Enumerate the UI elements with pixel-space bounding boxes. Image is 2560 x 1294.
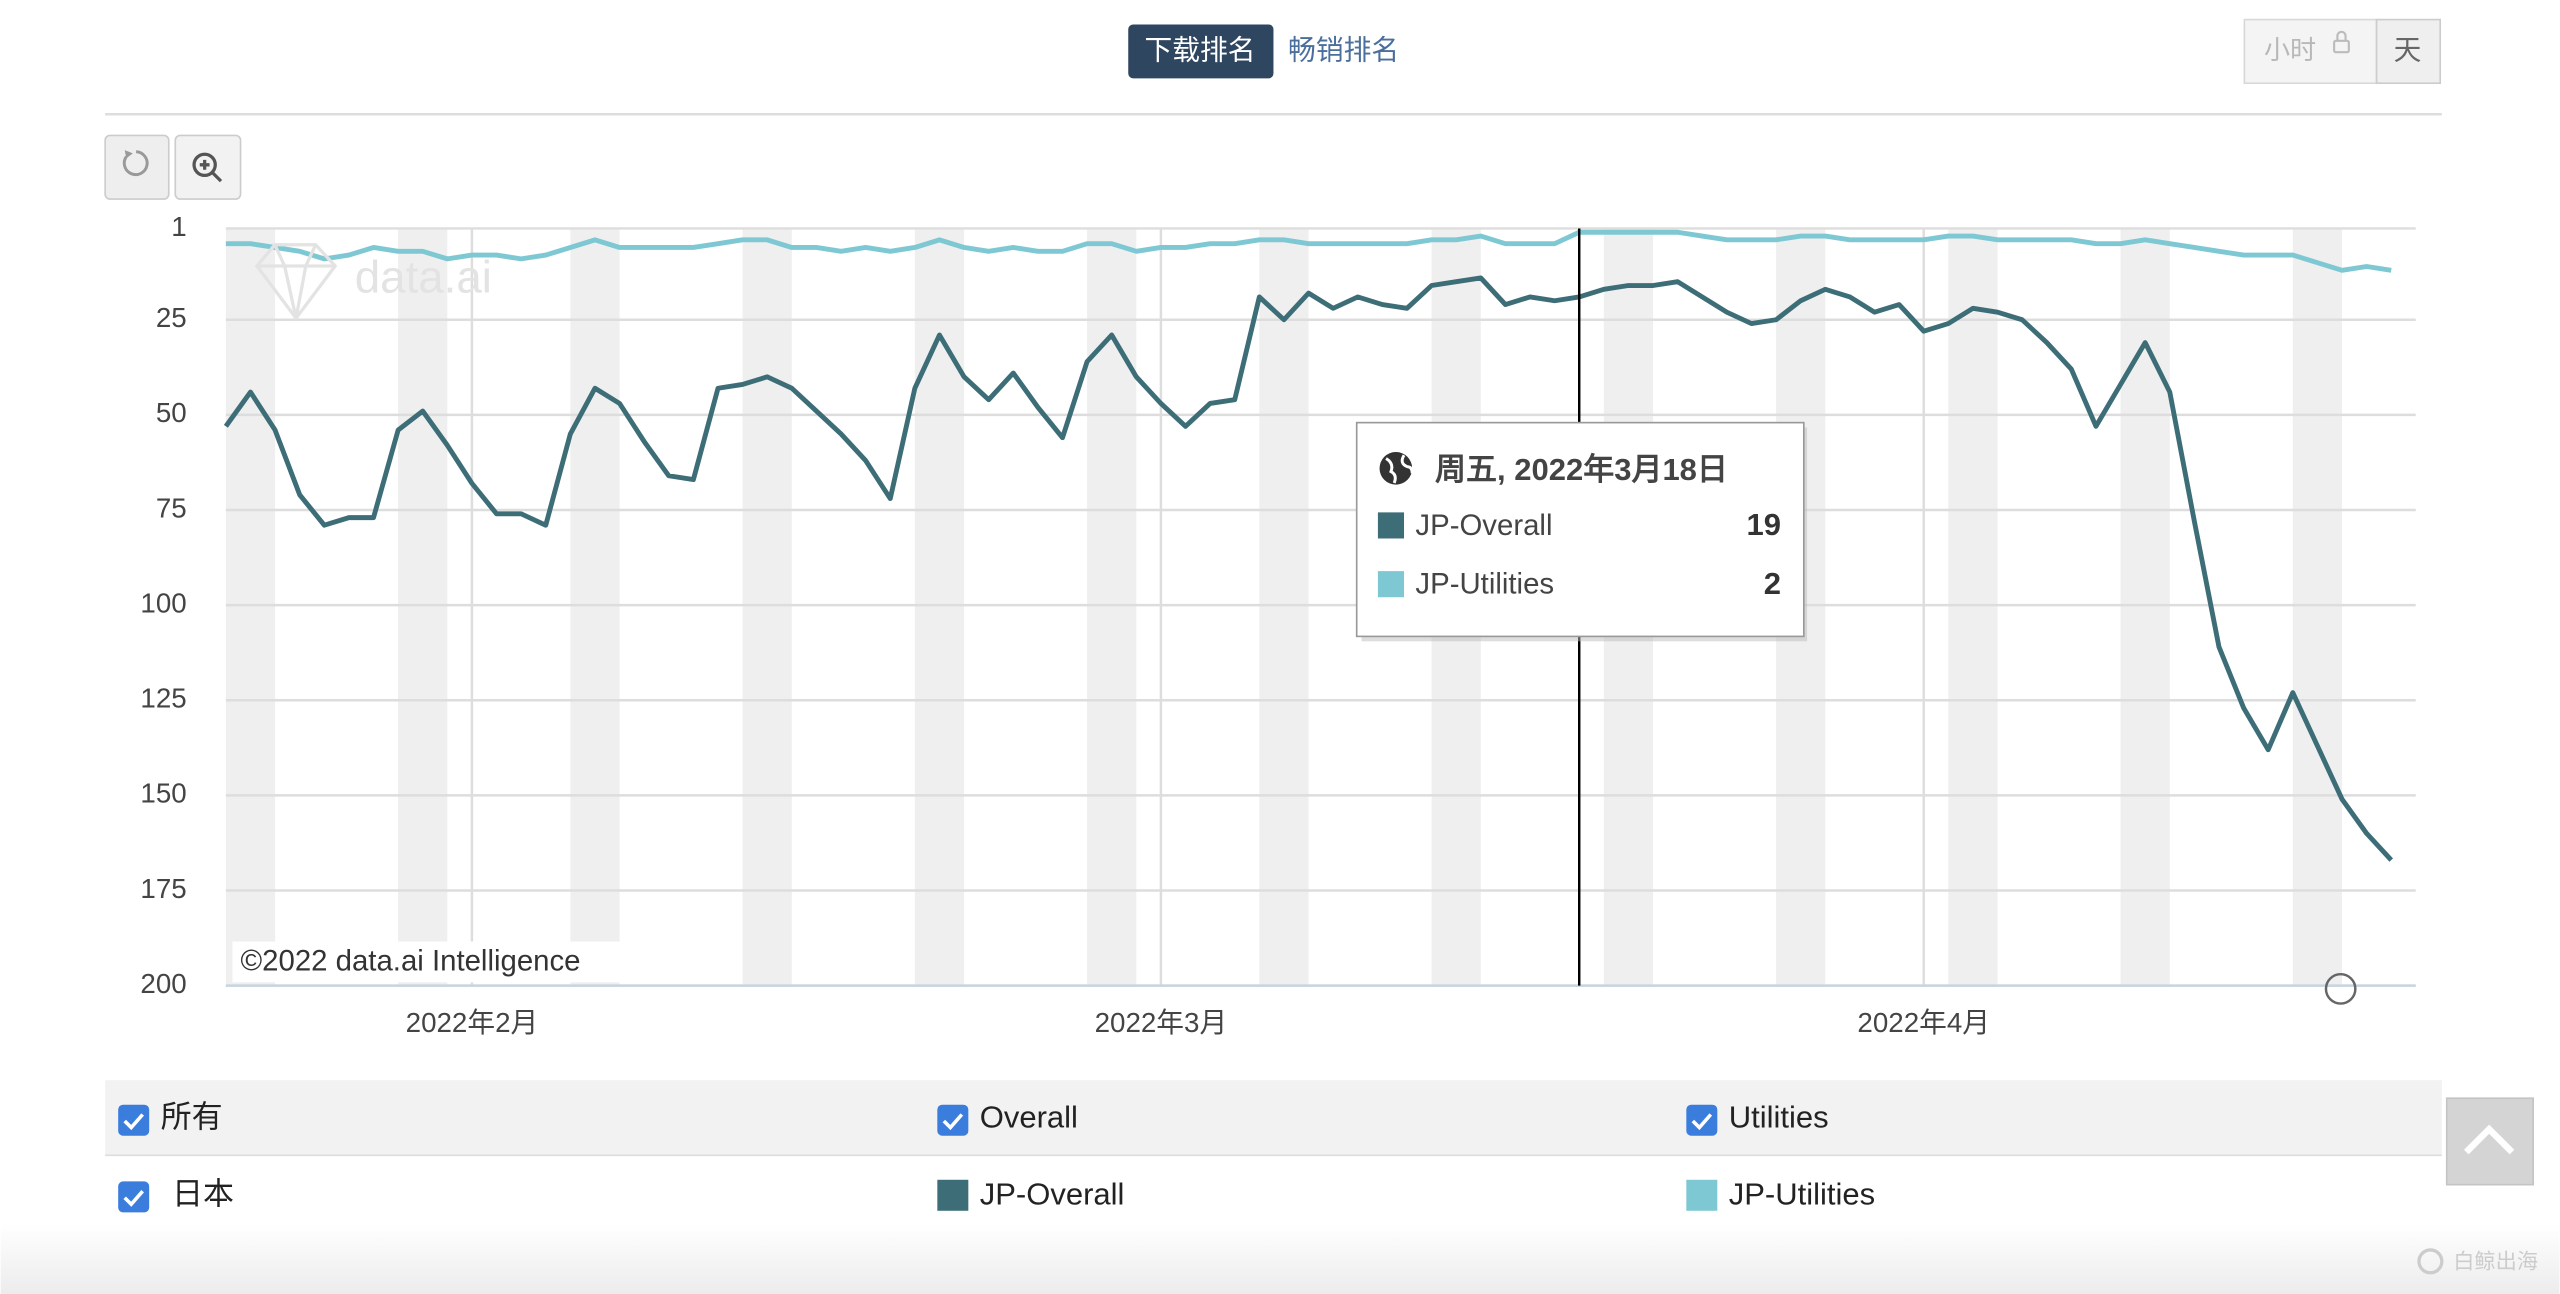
x-tick-label: 2022年3月 (1095, 1007, 1228, 1038)
weekend-band (1259, 228, 1309, 986)
y-tick-label: 200 (140, 968, 186, 999)
weekend-band (2292, 228, 2343, 986)
tooltip-series: JP-Utilities (1415, 568, 1554, 601)
checkbox[interactable] (118, 1181, 150, 1213)
weekend-band (1087, 228, 1137, 986)
zoom-button[interactable] (174, 134, 242, 200)
filter-label[interactable]: Overall (980, 1100, 1078, 1135)
reset-icon (124, 150, 133, 159)
weekend-band (570, 228, 620, 986)
tooltip: 周五, 2022年3月18日 JP-Overall 19 JP-Utilitie… (1355, 421, 1808, 642)
filter-label[interactable]: Utilities (1729, 1100, 1829, 1135)
bottom-fade (0, 1223, 2560, 1294)
y-tick-label: 125 (140, 683, 186, 714)
weekend-band (398, 228, 448, 986)
scroll-top-icon (2463, 1124, 2515, 1155)
filter-label[interactable]: 所有 (161, 1100, 223, 1135)
weekend-band (225, 228, 276, 986)
comment-icon[interactable] (2324, 972, 2357, 1005)
y-tick-label: 1 (171, 211, 186, 242)
y-tick-label: 50 (156, 397, 187, 428)
weekend-band (2120, 228, 2170, 986)
watermark: data.ai (355, 252, 492, 303)
credit-bg (232, 941, 625, 983)
tab-label[interactable]: 下载排名 (1145, 35, 1256, 66)
y-tick-label: 25 (156, 302, 187, 333)
scroll-top-button[interactable] (2445, 1097, 2535, 1186)
watermark-logo (254, 243, 338, 321)
series-line (225, 229, 2392, 273)
filter-row (105, 1080, 2442, 1156)
day-button[interactable] (2375, 18, 2442, 85)
tab-active[interactable] (1128, 24, 1274, 79)
day-label[interactable]: 天 (2394, 35, 2422, 66)
y-tick-label: 75 (156, 492, 187, 523)
tooltip-title: 周五, 2022年3月18日 (1435, 452, 1728, 487)
y-tick-label: 150 (140, 778, 186, 809)
footer-logo (2417, 1248, 2444, 1275)
legend-label[interactable]: JP-Overall (980, 1176, 1125, 1211)
x-tick-label: 2022年4月 (1857, 1007, 1990, 1038)
zoom-icon (192, 152, 217, 178)
globe-icon (1385, 454, 1414, 484)
tooltip-series: JP-Overall (1415, 509, 1552, 542)
hour-label[interactable]: 小时 (2264, 35, 2316, 65)
tooltip-value: 19 (1746, 507, 1780, 542)
checkbox[interactable] (1686, 1104, 1718, 1136)
y-tick-label: 175 (140, 873, 186, 904)
legend-swatch[interactable] (937, 1179, 969, 1211)
lock-icon (2336, 30, 2347, 41)
lock-icon (2333, 39, 2350, 54)
series-line (223, 275, 2394, 862)
zoom-icon (199, 159, 223, 183)
credit: ©2022 data.ai Intelligence (241, 945, 581, 978)
checkbox[interactable] (937, 1104, 969, 1136)
x-tick-label: 2022年2月 (406, 1007, 539, 1038)
reset-button[interactable] (104, 134, 170, 200)
filter-label[interactable]: 日本 (172, 1176, 234, 1211)
weekend-band (742, 228, 792, 986)
tooltip-swatch (1377, 571, 1405, 598)
y-tick-label: 100 (140, 587, 186, 618)
weekend-band (914, 228, 965, 986)
reset-icon (122, 150, 149, 177)
footer-watermark: 白鲸出海 (2453, 1250, 2538, 1274)
tooltip-swatch (1377, 512, 1405, 539)
tooltip-value: 2 (1764, 566, 1781, 601)
tab-label[interactable]: 畅销排名 (1288, 35, 1399, 66)
legend-swatch[interactable] (1686, 1179, 1718, 1211)
checkbox[interactable] (118, 1104, 150, 1136)
tooltip-box (1355, 421, 1805, 638)
weekend-band (1948, 228, 1998, 986)
legend-label[interactable]: JP-Utilities (1729, 1176, 1875, 1211)
